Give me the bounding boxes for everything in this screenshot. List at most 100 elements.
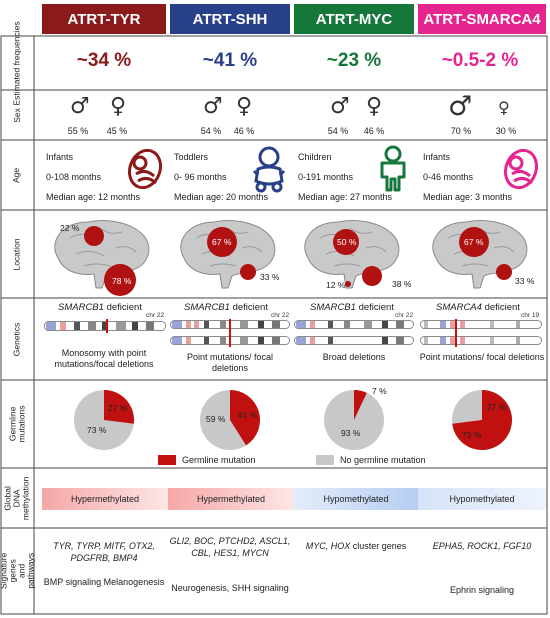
age-range: 0-108 months: [46, 172, 102, 182]
legend-swatch-germline: [158, 455, 176, 465]
gene-title: SMARCB1 deficient: [184, 302, 268, 313]
genetics-description: Point mutations/ focal deletions: [419, 352, 545, 362]
chromosome-ideogram: [294, 320, 414, 345]
age-median: Median age: 20 months: [174, 192, 269, 202]
age-range: 0- 96 months: [174, 172, 227, 182]
germline-pie-chart: [200, 390, 260, 450]
infant-icon: [503, 148, 539, 190]
female-icon: ♀: [236, 94, 253, 119]
genetics-description: Point mutations/ focal deletions: [186, 352, 274, 374]
frequency-value: ~41 %: [202, 50, 258, 71]
female-icon: ♀: [366, 94, 383, 119]
location-percent: 67 %: [212, 237, 232, 247]
pie-label-no-germline: 73 %: [87, 425, 107, 435]
row-label-location: Location: [11, 237, 22, 271]
methylation-bar: Hypomethylated: [294, 488, 418, 510]
gene-title: SMARCB1 deficient: [58, 302, 142, 313]
header-label: ATRT-SHH: [192, 10, 268, 28]
legend-label-no-germline: No germline mutation: [340, 455, 426, 465]
pie-label-germline: 7 %: [372, 386, 387, 396]
age-group: Children: [298, 152, 332, 162]
row-label-sex: Sex: [11, 107, 22, 123]
header-label: ATRT-SMARCA4: [423, 10, 541, 28]
header-label: ATRT-MYC: [315, 10, 393, 28]
female-icon: ♀: [110, 94, 127, 119]
row-label-signature: Signature genes and pathways: [0, 552, 35, 590]
infant-icon: [127, 148, 163, 190]
pie-label-germline: 27 %: [108, 403, 128, 413]
male-icon: ♂: [448, 91, 473, 122]
header-atrt-tyr: ATRT-TYR: [42, 4, 166, 34]
methylation-bar: Hypermethylated: [42, 488, 168, 510]
child-icon: [380, 145, 406, 192]
genetics-description: Monosomy with point mutations/focal dele…: [54, 348, 154, 370]
row-label-methylation: Global DNA methylation: [2, 476, 31, 520]
location-percent: 33 %: [260, 272, 280, 282]
brain-diagram: [304, 220, 400, 289]
female-percent: 46 %: [233, 126, 255, 136]
pie-label-germline: 41 %: [238, 410, 258, 420]
frequency-value: ~0.5-2 %: [441, 50, 519, 71]
chromosome-ideogram: [170, 319, 290, 347]
header-atrt-shh: ATRT-SHH: [170, 4, 290, 34]
legend-label-germline: Germline mutation: [182, 455, 256, 465]
pie-label-no-germline: 27 %: [487, 402, 507, 412]
pie-slice-germline: [104, 390, 134, 424]
signature-pathways: Neurogenesis, SHH signaling: [171, 583, 289, 593]
age-median: Median age: 27 months: [298, 192, 393, 202]
signature-genes: TYR, TYRP, MITF, OTX2, PDGFRB, BMP4: [53, 541, 155, 564]
age-group: Toddlers: [174, 152, 209, 162]
methylation-bar: Hypomethylated: [418, 488, 546, 510]
age-median: Median age: 3 months: [423, 192, 513, 202]
male-percent: 55 %: [67, 126, 89, 136]
signature-genes: GLI2, BOC, PTCHD2, ASCL1, CBL, HES1, MYC…: [169, 536, 291, 559]
female-icon: ♀: [498, 98, 510, 117]
pie-label-germline: 73 %: [462, 430, 482, 440]
toddler-icon: [252, 146, 286, 193]
signature-pathways: BMP signaling Melanogenesis: [43, 577, 165, 587]
location-percent: 38 %: [392, 279, 412, 289]
male-icon: ♂: [330, 94, 350, 119]
header-atrt-smarca4: ATRT-SMARCA4: [418, 4, 546, 34]
location-percent: 22 %: [60, 223, 80, 233]
male-icon: ♂: [203, 94, 223, 119]
row-label-age: Age: [11, 167, 22, 183]
brain-diagram: [432, 220, 528, 289]
pie-label-no-germline: 93 %: [341, 428, 361, 438]
legend-swatch-no-germline: [316, 455, 334, 465]
signature-genes: MYC, HOX cluster genes: [305, 541, 407, 551]
pie-slice-germline: [230, 390, 260, 446]
row-label-genetics: Genetics: [11, 322, 22, 356]
female-percent: 45 %: [106, 126, 128, 136]
age-group: Infants: [46, 152, 74, 162]
age-range: 0-46 months: [423, 172, 474, 182]
male-percent: 54 %: [200, 126, 222, 136]
male-percent: 54 %: [327, 126, 349, 136]
pie-slice-germline: [354, 390, 367, 420]
row-label-frequencies: Estimated frequencies: [11, 20, 22, 106]
location-percent: 78 %: [112, 276, 132, 286]
header-label: ATRT-TYR: [67, 10, 141, 28]
germline-pie-chart: [452, 390, 512, 450]
male-percent: 70 %: [450, 126, 472, 136]
frequency-value: ~23 %: [326, 50, 382, 71]
gene-title: SMARCB1 deficient: [310, 302, 394, 313]
germline-pie-chart: [324, 390, 384, 450]
age-group: Infants: [423, 152, 451, 162]
brain-diagram: [54, 220, 150, 296]
gene-title: SMARCA4 deficient: [436, 302, 520, 313]
location-percent: 67 %: [464, 237, 484, 247]
female-percent: 30 %: [495, 126, 517, 136]
brain-diagram: [180, 220, 276, 289]
chromosome-label: chr 19: [521, 312, 540, 319]
signature-pathways: Ephrin signaling: [449, 585, 515, 595]
signature-genes: EPHA5, ROCK1, FGF10: [432, 541, 532, 551]
germline-pie-chart: [74, 390, 134, 450]
age-median: Median age: 12 months: [46, 192, 141, 202]
male-icon: ♂: [70, 94, 90, 119]
location-percent: 33 %: [515, 276, 535, 286]
chromosome-ideogram: [420, 319, 542, 347]
pie-label-no-germline: 59 %: [206, 414, 226, 424]
chromosome-ideogram: [44, 319, 166, 333]
